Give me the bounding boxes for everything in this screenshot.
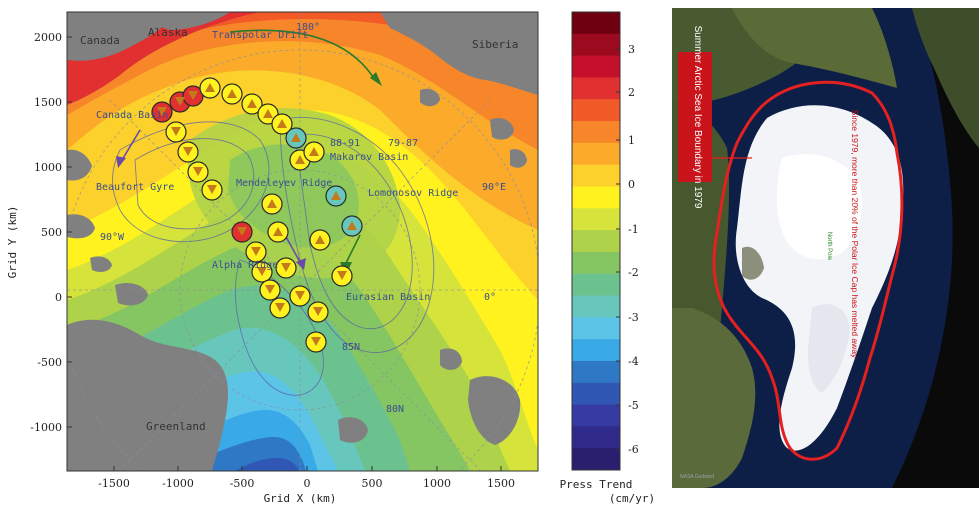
makarov-basin-label: Makarov Basin	[330, 152, 408, 163]
y-tick-label: 500	[41, 226, 62, 239]
x-tick-label: 1000	[423, 477, 451, 490]
melt-caption: Since 1979, more than 20% of the Polar I…	[850, 110, 860, 359]
map-frame	[66, 11, 539, 472]
arctic-pressure-trend-map: Canada Alaska Siberia Greenland Transpol…	[6, 11, 539, 505]
colorbar-bands	[572, 12, 620, 471]
canada-basin-label: Canada Basin	[96, 110, 168, 121]
colorbar-band	[572, 448, 620, 471]
colorbar-units: (cm/yr)	[609, 492, 655, 505]
colorbar-band	[572, 55, 620, 78]
siberia-land	[380, 12, 538, 95]
y-axis: 2000 1500 1000 500 0 -500 -1000 Grid Y (…	[6, 31, 72, 434]
canada-label: Canada	[80, 34, 120, 47]
lat-85n-label: 85N	[342, 342, 360, 353]
arctic-satellite-image: Summer Arctic Sea Ice Boundary in 1979 S…	[672, 8, 979, 488]
boundary-label: Summer Arctic Sea Ice Boundary in 1979	[692, 26, 703, 209]
colorbar-band	[572, 295, 620, 318]
y-tick-label: 0	[55, 291, 62, 304]
x-tick-label: 1500	[487, 477, 515, 490]
colorbar-band	[572, 33, 620, 57]
colorbar-band	[572, 99, 620, 122]
x-axis-title: Grid X (km)	[264, 492, 337, 505]
x-tick-label: -1000	[162, 477, 194, 490]
north-pole-label: North Pole	[826, 232, 832, 261]
colorbar-tick-label: -6	[628, 443, 639, 456]
colorbar-band	[572, 208, 620, 231]
colorbar-band	[572, 186, 620, 209]
colorbar-band	[572, 382, 620, 406]
lon-90w-label: 90°W	[100, 232, 125, 243]
x-axis: -1500 -1000 -500 0 500 1000 1500 Grid X …	[98, 466, 515, 505]
x-tick-label: 0	[304, 477, 311, 490]
years-88-91-label: 88-91	[330, 138, 360, 149]
colorbar-tick-label: -1	[628, 223, 639, 236]
colorbar-band	[572, 317, 620, 340]
y-tick-label: -1000	[30, 421, 62, 434]
lon-180-label: 180°	[296, 22, 320, 33]
colorbar-band	[572, 251, 620, 275]
colorbar-band	[572, 142, 620, 166]
colorbar-band	[572, 77, 620, 100]
colorbar-tick-label: 3	[628, 43, 635, 56]
colorbar-tick-label: 1	[628, 134, 635, 147]
mendeleyev-ridge-label: Mendeleyev Ridge	[236, 178, 332, 189]
transpolar-drift-label: Transpolar Drift	[212, 30, 308, 41]
colorbar-band	[572, 164, 620, 187]
y-tick-label: 1000	[34, 161, 62, 174]
alaska-label: Alaska	[148, 26, 188, 39]
colorbar-band	[572, 339, 620, 362]
image-credit: NASA Goddard	[680, 474, 714, 480]
lomonosov-ridge-label: Lomonosov Ridge	[368, 188, 458, 199]
boundary-label-box	[678, 52, 712, 182]
colorbar-tick-label: -2	[628, 266, 639, 279]
colorbar-tick-label: 2	[628, 86, 635, 99]
alpha-ridge-label: Alpha Ridge	[212, 260, 278, 271]
pressure-trend-colorbar: 3 2 1 0 -1 -2 -3 -4 -5 -6 Press Trend (c…	[560, 11, 655, 505]
greenland-label: Greenland	[146, 420, 206, 433]
alaska-land	[150, 12, 230, 31]
colorbar-band	[572, 230, 620, 253]
eurasian-basin-label: Eurasian Basin	[346, 292, 430, 303]
colorbar-band	[572, 360, 620, 384]
colorbar-band	[572, 426, 620, 449]
beaufort-gyre-label: Beaufort Gyre	[96, 182, 174, 193]
colorbar-tick-label: -3	[628, 311, 639, 324]
y-axis-title: Grid Y (km)	[6, 206, 19, 279]
colorbar-frame	[571, 11, 621, 471]
colorbar-ticks: 3 2 1 0 -1 -2 -3 -4 -5 -6	[616, 43, 639, 456]
years-79-87-label: 79-87	[388, 138, 418, 149]
y-tick-label: -500	[37, 356, 62, 369]
colorbar-tick-label: 0	[628, 178, 635, 191]
ice-boundary-1979	[712, 80, 904, 461]
map-field: Canada Alaska Siberia Greenland Transpol…	[67, 12, 538, 471]
x-tick-label: -1500	[98, 477, 130, 490]
lon-90e-label: 90°E	[482, 182, 506, 193]
siberia-land	[912, 8, 979, 148]
colorbar-tick-label: -5	[628, 399, 639, 412]
lon-0-label: 0°	[484, 292, 496, 303]
canada-land	[67, 12, 175, 61]
colorbar-band	[572, 273, 620, 297]
siberia-label: Siberia	[472, 38, 518, 51]
y-tick-label: 1500	[34, 96, 62, 109]
colorbar-band	[572, 404, 620, 427]
x-tick-label: 500	[362, 477, 383, 490]
lat-80n-label: 80N	[386, 404, 404, 415]
colorbar-title: Press Trend	[560, 478, 633, 491]
colorbar-band	[572, 12, 620, 35]
y-tick-label: 2000	[34, 31, 62, 44]
colorbar-tick-label: -4	[628, 355, 639, 368]
colorbar-band	[572, 121, 620, 144]
x-tick-label: -500	[230, 477, 255, 490]
